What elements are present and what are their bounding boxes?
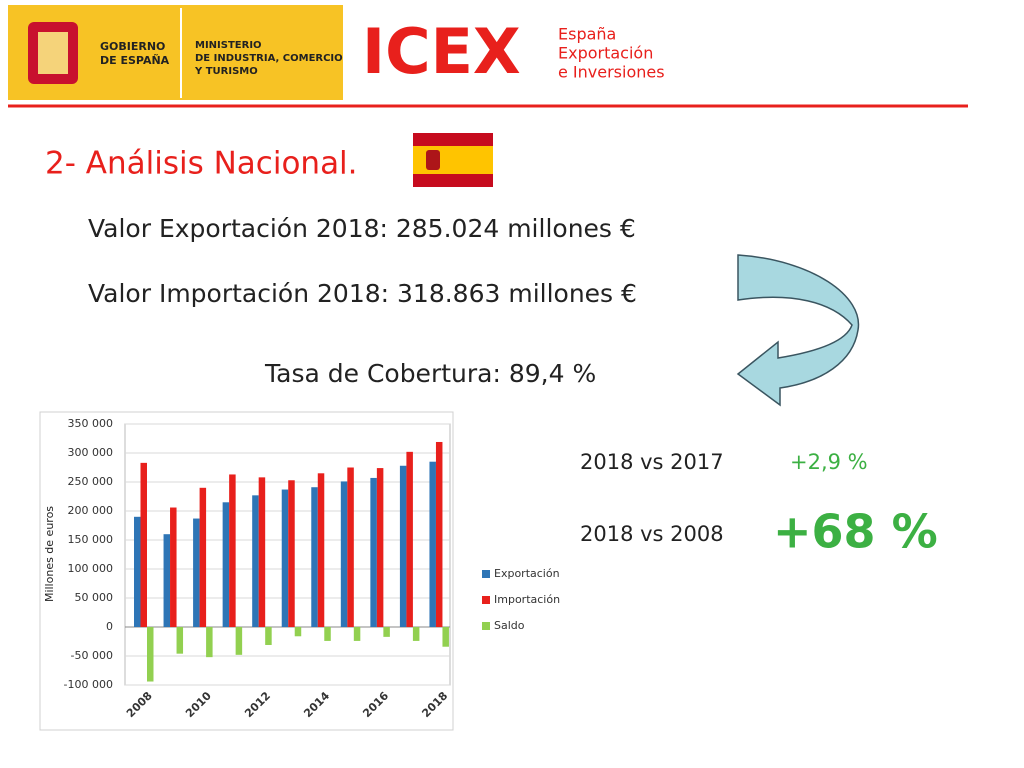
- y-tick-label: 300 000: [68, 446, 114, 459]
- y-tick-label: 350 000: [68, 417, 114, 430]
- icex-line: España: [558, 25, 616, 44]
- bar: [353, 627, 361, 641]
- y-tick-label: -100 000: [64, 678, 113, 691]
- bar: [252, 495, 259, 627]
- comparison-label: 2018 vs 2008: [580, 522, 724, 546]
- legend-swatch: [482, 570, 490, 578]
- chart: -100 000 -50 000 0 50 000 100 000 150 000 200 …: [64, 417, 561, 720]
- bar: [406, 451, 413, 627]
- bar: [265, 627, 272, 645]
- bar: [340, 481, 348, 627]
- bar: [294, 627, 302, 637]
- gov-line: GOBIERNO: [100, 40, 165, 53]
- heading: 2- Análisis Nacional.: [45, 146, 358, 182]
- bar: [134, 516, 141, 627]
- bar: [170, 507, 177, 627]
- bar: [235, 627, 243, 655]
- bar: [222, 502, 230, 627]
- y-tick-label: -50 000: [71, 649, 113, 662]
- comparison-change: +2,9 %: [790, 450, 868, 474]
- legend-swatch: [482, 622, 490, 630]
- bar: [347, 467, 354, 627]
- bar: [442, 627, 449, 647]
- bar: [429, 461, 436, 627]
- legend-swatch: [482, 596, 490, 604]
- import-line: Valor Importación 2018: 318.863 millones…: [88, 279, 637, 308]
- comparison-label: 2018 vs 2017: [580, 450, 724, 474]
- ministry-line: MINISTERIO: [195, 40, 262, 51]
- y-axis-label: Millones de euros: [43, 506, 56, 602]
- bar: [311, 487, 318, 627]
- bar: [317, 473, 325, 627]
- bar: [399, 465, 407, 627]
- legend-label: Importación: [494, 593, 560, 606]
- y-tick-label: 100 000: [68, 562, 114, 575]
- ministry-line: Y TURISMO: [194, 66, 258, 77]
- ministry-line: DE INDUSTRIA, COMERCIO: [195, 53, 343, 64]
- bar: [370, 477, 377, 627]
- bar: [206, 627, 213, 658]
- y-tick-label: 50 000: [75, 591, 114, 604]
- bar: [324, 627, 331, 641]
- y-tick-label: 200 000: [68, 504, 114, 517]
- chart-frame: [39, 411, 454, 731]
- bar: [176, 627, 184, 654]
- bar: [140, 462, 147, 627]
- bar: [163, 534, 171, 627]
- curved-arrow: [736, 254, 860, 407]
- bar: [229, 474, 236, 627]
- spain-flag: [413, 133, 493, 187]
- bar: [376, 468, 384, 627]
- bar: [281, 489, 289, 627]
- bar: [288, 480, 295, 627]
- bar: [435, 441, 443, 627]
- legend-label: Saldo: [494, 619, 525, 632]
- y-tick-label: 150 000: [68, 533, 114, 546]
- coverage: Tasa de Cobertura: 89,4 %: [264, 359, 596, 388]
- comparison-change: +68 %: [773, 505, 938, 559]
- bar: [412, 627, 420, 641]
- y-tick-label: 250 000: [68, 475, 114, 488]
- y-tick-label: 0: [106, 620, 113, 633]
- gov-line: DE ESPAÑA: [100, 54, 170, 67]
- bar: [147, 627, 154, 682]
- bar: [199, 487, 207, 627]
- icex-logo: ICEX: [362, 15, 521, 88]
- export-line: Valor Exportación 2018: 285.024 millones…: [88, 214, 636, 243]
- icex-line: Exportación: [558, 44, 653, 63]
- legend-label: Exportación: [494, 567, 560, 580]
- coat-of-arms: [28, 22, 78, 84]
- icex-line: e Inversiones: [558, 63, 665, 82]
- bar: [383, 627, 390, 637]
- bar: [258, 477, 266, 627]
- bar: [193, 518, 200, 627]
